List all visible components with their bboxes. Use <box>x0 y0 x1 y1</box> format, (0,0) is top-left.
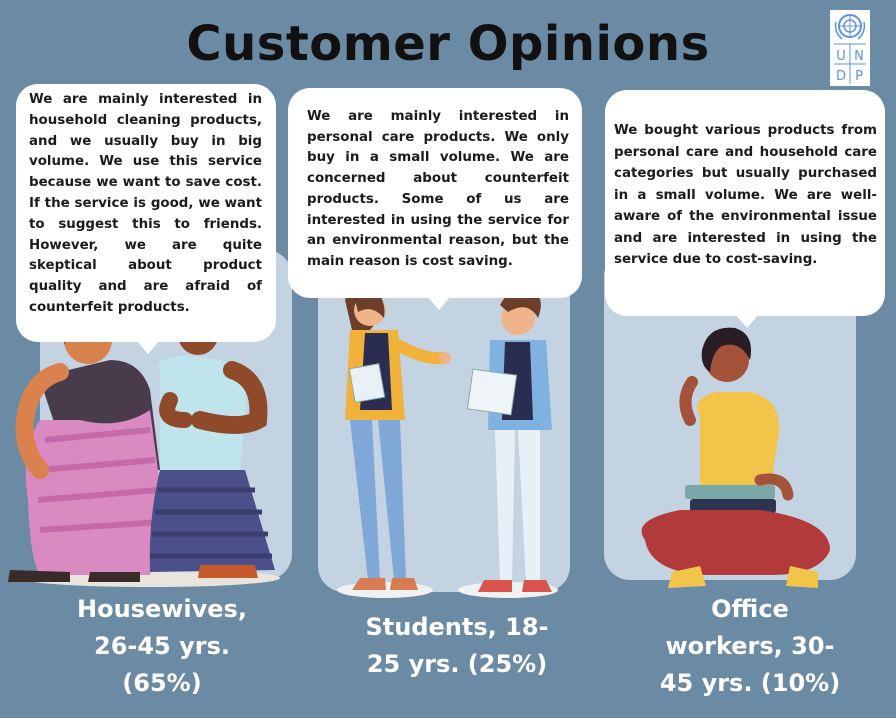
caption-office-workers-line: workers, 30- <box>665 632 835 660</box>
page-title: Customer Opinions <box>186 16 710 72</box>
logo-letter-n: N <box>854 49 864 64</box>
caption-housewives-line: Housewives, <box>77 595 247 623</box>
housewives-illustration <box>8 311 280 587</box>
logo-letter-u: U <box>836 49 846 64</box>
logo-letter-p: P <box>855 69 863 84</box>
caption-office-workers-line: 45 yrs. (10%) <box>659 669 841 697</box>
bubble-tail-students <box>427 296 451 310</box>
students-illustration <box>337 288 558 598</box>
bubble-tail-housewives <box>136 340 160 354</box>
speech-bubble-housewives: We are mainly interested in household cl… <box>16 84 276 342</box>
speech-bubble-office-workers: We bought various products from personal… <box>605 90 885 316</box>
quote-students: We are mainly interested in personal car… <box>307 109 569 269</box>
undp-logo: U N D P <box>830 10 870 86</box>
quote-housewives: We are mainly interested in household cl… <box>29 92 262 315</box>
caption-students-line: Students, 18- <box>365 613 549 641</box>
logo-letter-d: D <box>836 69 846 84</box>
office-worker-illustration <box>641 327 830 588</box>
caption-office-workers-line: Office <box>711 595 789 623</box>
caption-students: Students, 18- 25 yrs. (25%) <box>330 609 584 683</box>
caption-housewives: Housewives, 26-45 yrs. (65%) <box>40 591 284 702</box>
quote-office-workers: We bought various products from personal… <box>614 123 877 267</box>
caption-housewives-line: (65%) <box>122 669 202 697</box>
caption-students-line: 25 yrs. (25%) <box>366 650 548 678</box>
caption-housewives-line: 26-45 yrs. <box>94 632 230 660</box>
caption-office-workers: Office workers, 30- 45 yrs. (10%) <box>612 591 888 702</box>
un-emblem-icon: U N D P <box>834 14 866 84</box>
speech-bubble-students: We are mainly interested in personal car… <box>288 88 582 298</box>
bubble-tail-office-workers <box>735 314 759 328</box>
